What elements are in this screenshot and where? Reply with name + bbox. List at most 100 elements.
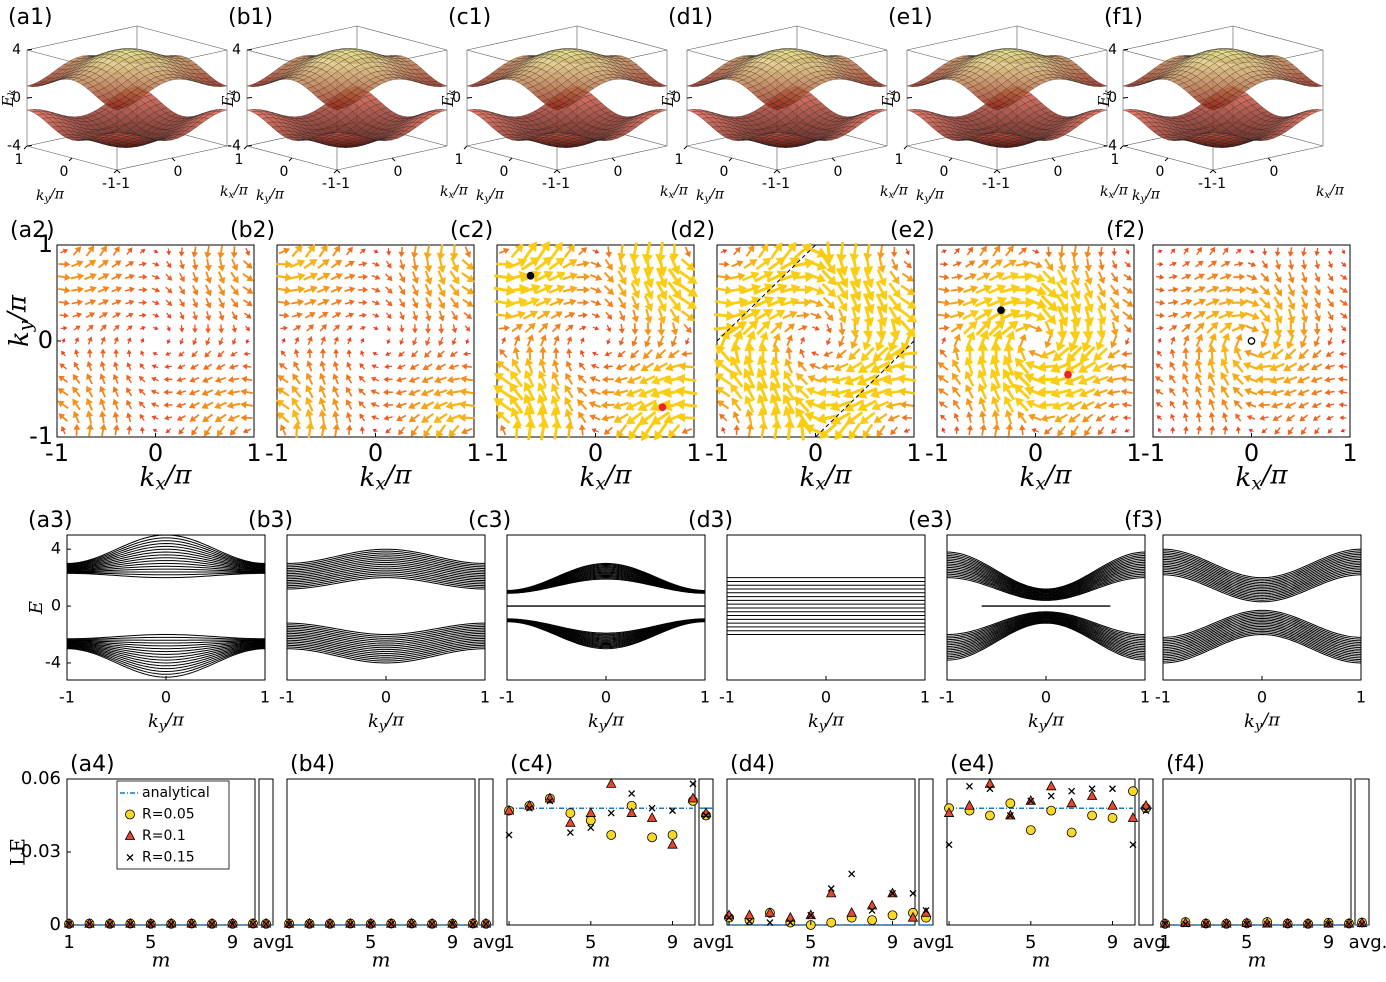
field-arrow [204,258,212,272]
axis-label-part: /π [603,461,633,491]
axis-label-part: x [595,473,605,494]
field-arrow [205,310,212,322]
field-arrow [812,325,820,331]
field-arrow [618,323,625,334]
field-arrow [112,312,121,319]
field-arrow [424,283,433,298]
field-arrow [382,401,393,409]
field-arrow [166,260,172,269]
surface-facet [331,132,344,135]
field-arrow [165,273,173,281]
field-arrow [398,285,406,296]
field-arrow [84,285,97,293]
field-arrow [72,312,83,319]
field-arrow [332,245,341,257]
axis-label-part: x [375,473,385,494]
x-tick-label: 0 [174,164,183,180]
field-arrow [242,286,254,294]
axis-label-part: k [6,89,18,95]
y-tick-label: -1 [322,176,336,192]
field-arrow [188,402,200,409]
field-arrow [58,286,71,294]
y-tick [463,145,468,150]
field-arrow [70,272,85,281]
axis-label-part: k [476,188,484,204]
field-arrow [628,422,642,441]
plot-frame [716,244,915,438]
field-arrow [165,428,172,434]
field-arrow [291,409,301,425]
field-arrow [386,338,391,345]
x-tick-label: -1 [265,439,289,467]
field-arrow [566,348,573,359]
field-arrow [408,401,421,409]
field-arrow [165,286,173,294]
field-arrow [794,384,810,399]
field-arrow [85,312,96,319]
field-arrow [291,244,303,258]
field-arrow [305,384,314,399]
field-arrow [189,414,200,422]
y-tick-label: -1 [102,176,116,192]
field-arrow [732,410,740,424]
field-arrow [437,283,446,298]
field-arrow [305,396,314,412]
field-arrow [277,299,291,307]
field-arrow [591,351,599,357]
field-arrow [807,374,823,383]
field-arrow [678,361,695,371]
field-arrow [731,397,742,412]
field-arrow [358,299,368,306]
field-arrow [290,298,305,307]
axis-label-part: /π [488,187,505,203]
field-arrow [617,297,626,310]
axis-label-part: E [439,96,457,108]
field-arrow [640,362,655,372]
field-arrow [303,259,318,270]
axis-label-part: k [360,463,376,493]
field-arrow [564,384,574,399]
field-arrow [424,323,432,334]
axis-label: kx/π [660,183,689,201]
field-arrow [386,248,392,256]
y-tick-label: 0 [940,164,949,180]
field-arrow [371,300,381,306]
field-arrow [720,249,728,254]
field-arrow [782,310,798,320]
surface [906,48,1108,148]
field-arrow [73,361,80,371]
field-arrow [601,375,614,383]
field-arrow [243,299,253,307]
field-arrow [97,273,110,281]
field-arrow [332,397,340,411]
axis-label: Ek [439,89,458,107]
field-arrow [592,325,600,331]
axis-label-part: x [889,189,895,200]
y-tick [68,157,73,162]
field-arrow [552,347,560,359]
axis-label-part: k [696,188,704,204]
field-arrow [217,284,226,297]
field-arrow [562,285,578,294]
field-arrow [99,245,107,257]
x-tick-label: -1 [116,176,130,192]
axis-label-part: k [256,188,264,204]
field-arrow [203,363,213,370]
field-arrow [85,385,94,398]
field-arrow [678,283,699,297]
axis-label: ky/π [256,187,285,205]
field-arrow [126,387,133,397]
field-arrow [205,297,212,309]
field-arrow [719,261,730,268]
field-arrow [87,336,93,345]
field-arrow [318,384,327,399]
field-arrow [276,272,293,282]
x-tick-label: 1 [246,439,261,467]
field-arrow [605,311,613,320]
field-arrow [385,286,393,294]
field-arrow [216,425,226,437]
field-arrow [721,426,726,434]
field-arrow [410,425,419,437]
axis-label-part: E [0,96,17,108]
field-arrow [280,350,287,357]
